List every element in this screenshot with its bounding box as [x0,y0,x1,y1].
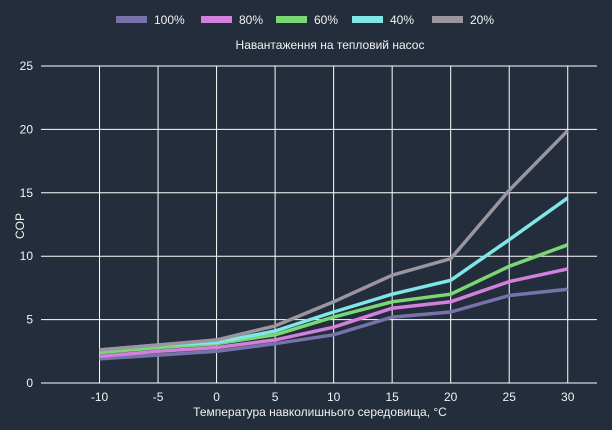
x-tick-label: 10 [327,390,341,404]
y-tick-label: 10 [20,249,34,263]
series-line-20pct [99,129,569,352]
y-axis-ticks: 0 5 10 15 20 25 [20,59,34,390]
legend-swatch-80pct [201,16,232,23]
y-tick-label: 0 [26,376,33,390]
series-line-60pct [99,243,569,355]
legend-swatch-100pct [116,16,147,23]
series-group [99,129,569,361]
x-axis-ticks: -10 -5 0 5 10 15 20 25 30 [91,390,575,404]
x-tick-label: 15 [385,390,399,404]
x-axis-title: Температура навколишнього середовища, °C [193,405,447,419]
x-tick-label: -5 [153,390,164,404]
y-tick-label: 5 [26,313,33,327]
legend-swatch-40pct [352,16,383,23]
legend-swatch-60pct [276,16,307,23]
legend-title: Навантаження на тепловий насос [236,38,425,52]
x-tick-label: 25 [503,390,517,404]
grid [41,65,597,384]
legend-label-40pct: 40% [390,13,414,27]
legend-label-20pct: 20% [470,13,494,27]
y-axis-title: COP [13,213,27,239]
y-tick-label: 15 [20,186,34,200]
legend-label-60pct: 60% [314,13,338,27]
y-tick-label: 20 [20,122,34,136]
series-line-80pct [99,267,569,359]
series-line-100pct [99,287,568,361]
legend-label-100pct: 100% [154,13,185,27]
legend-swatch-20pct [432,16,463,23]
x-tick-label: 20 [444,390,458,404]
x-tick-label: 5 [272,390,279,404]
x-tick-label: 30 [561,390,575,404]
x-tick-label: 0 [213,390,220,404]
legend-label-80pct: 80% [239,13,263,27]
legend: 100% 80% 60% 40% 20% [116,13,494,27]
y-tick-label: 25 [20,59,34,73]
x-tick-label: -10 [91,390,109,404]
